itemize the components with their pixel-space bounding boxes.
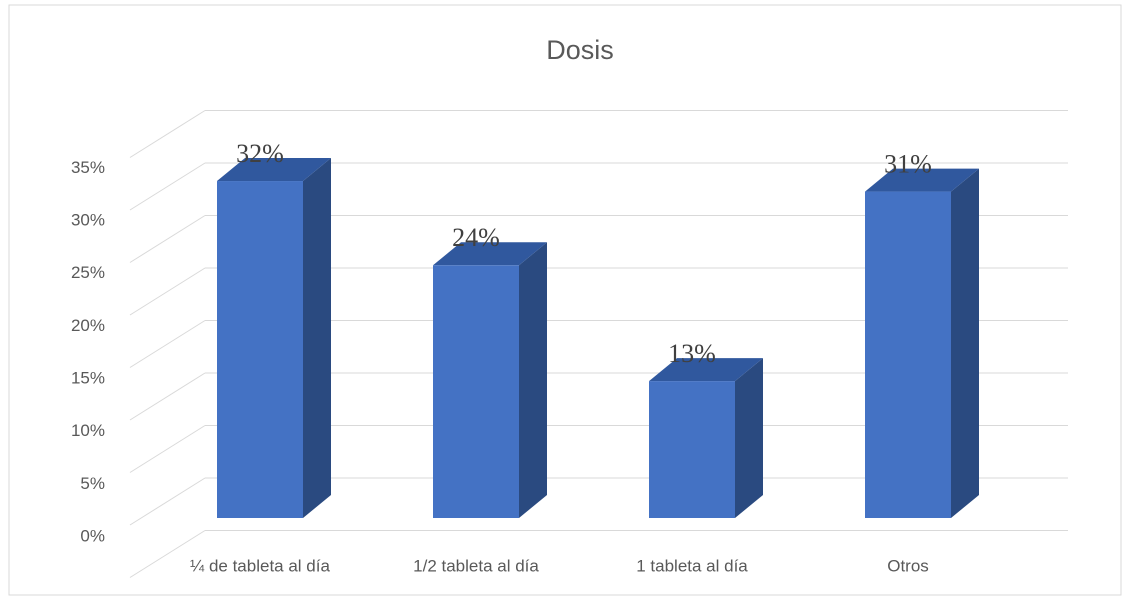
bar-top — [433, 242, 547, 266]
bar-top — [865, 168, 979, 192]
grid-line-side — [129, 267, 206, 316]
grid-line-side — [129, 215, 206, 263]
grid-line-side — [129, 320, 206, 368]
value-label: 32% — [236, 139, 284, 168]
value-label: 31% — [884, 150, 932, 179]
y-tick-label: 30% — [71, 211, 105, 230]
grid-line-side — [129, 477, 206, 526]
wall-edge — [129, 110, 206, 158]
x-tick-label: 1 tableta al día — [636, 556, 748, 575]
x-tick-label: 1/2 tableta al día — [413, 556, 539, 575]
y-tick-label: 15% — [71, 369, 105, 388]
x-tick-label: ¼ de tableta al día — [190, 556, 330, 575]
x-tick-label: Otros — [887, 556, 929, 575]
bar — [649, 381, 735, 518]
y-tick-label: 20% — [71, 316, 105, 335]
value-label: 24% — [452, 223, 500, 252]
bar-top — [649, 358, 763, 382]
y-tick-label: 5% — [80, 474, 105, 493]
grid-line-side — [129, 530, 206, 578]
bar-side — [303, 158, 331, 519]
y-tick-label: 10% — [71, 421, 105, 440]
grid-line-side — [129, 425, 206, 473]
bar — [865, 191, 951, 518]
bar-top — [217, 158, 331, 182]
y-tick-label: 35% — [71, 158, 105, 177]
grid-line-side — [129, 372, 206, 421]
bar-side — [951, 168, 979, 518]
bar — [217, 181, 303, 519]
bar-side — [519, 242, 547, 518]
bar — [433, 265, 519, 518]
bar-side — [735, 358, 763, 518]
value-label: 13% — [668, 339, 716, 368]
grid-line-side — [129, 162, 206, 211]
y-tick-label: 25% — [71, 263, 105, 282]
y-tick-label: 0% — [80, 526, 105, 545]
chart-title: Dosis — [546, 35, 614, 65]
